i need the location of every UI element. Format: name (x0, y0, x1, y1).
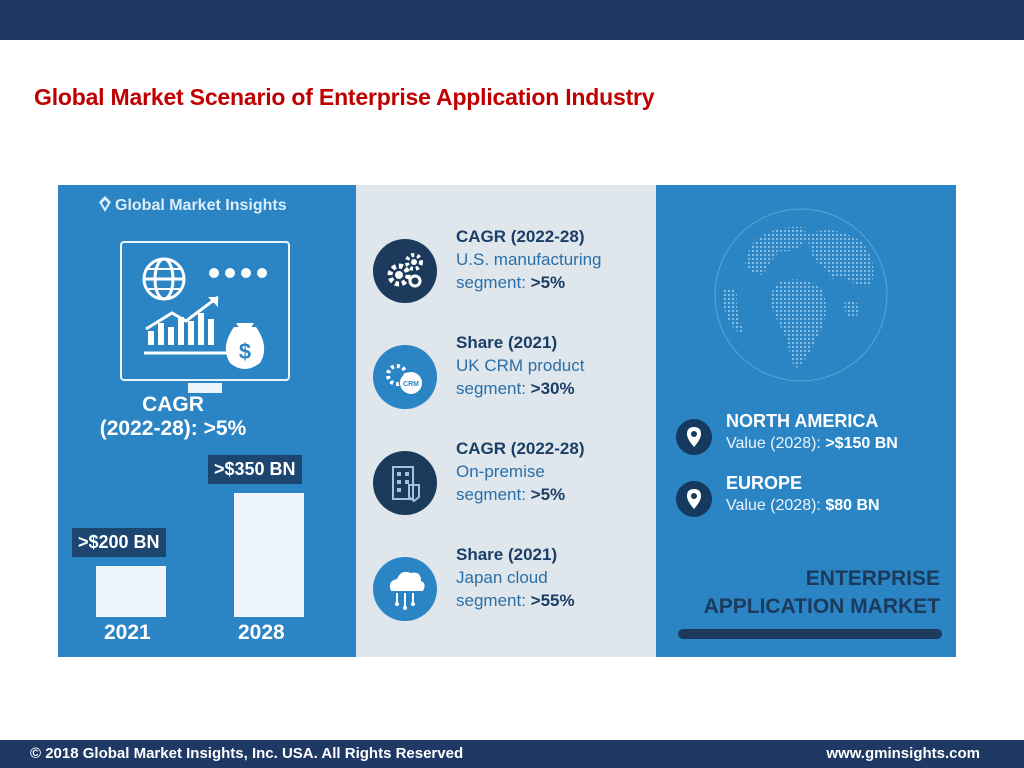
stat-text: Share (2021) UK CRM product segment: >30… (456, 331, 584, 400)
stat-segment: Japan cloud (456, 568, 548, 587)
stat-value: >5% (530, 273, 566, 292)
bar-label-2021: >$200 BN (72, 528, 166, 557)
footer-bar: © 2018 Global Market Insights, Inc. USA.… (0, 740, 1024, 768)
stat-value: >30% (530, 379, 575, 398)
stat-item: Share (2021) Japan cloud segment: >55% (356, 545, 656, 631)
stat-value-line: segment: >5% (456, 485, 566, 504)
stat-text: CAGR (2022-28) U.S. manufacturing segmen… (456, 225, 602, 294)
year-label-2028: 2028 (238, 621, 285, 644)
slide-title: Global Market Scenario of Enterprise App… (34, 84, 655, 110)
stat-segment: On-premise (456, 462, 545, 481)
monitor-stand (188, 383, 222, 393)
stat-heading: CAGR (2022-28) (456, 439, 585, 458)
regions-panel: NORTH AMERICA Value (2028): >$150 BN EUR… (656, 185, 956, 657)
company-logo: Global Market Insights (98, 195, 287, 215)
svg-text:CRM: CRM (403, 381, 419, 388)
region-value: Value (2028): $80 BN (726, 497, 880, 514)
stat-heading: Share (2021) (456, 333, 558, 352)
stat-item: CAGR (2022-28) U.S. manufacturing segmen… (356, 227, 656, 313)
stat-text: Share (2021) Japan cloud segment: >55% (456, 543, 575, 612)
stat-heading: CAGR (2022-28) (456, 227, 585, 246)
cagr-callout: CAGR (2022-28): >5% (58, 393, 288, 441)
region-name: NORTH AMERICA (726, 411, 879, 431)
stat-value-line: segment: >30% (456, 379, 575, 398)
market-underline (678, 629, 942, 639)
website-link[interactable]: www.gminsights.com (826, 745, 980, 762)
monitor-icon: $ (120, 241, 290, 381)
stat-item: CRM Share (2021) UK CRM product segment:… (356, 333, 656, 419)
bar-2028 (234, 493, 304, 617)
market-title-line1: ENTERPRISE (805, 567, 940, 590)
stat-heading: Share (2021) (456, 545, 558, 564)
cloud-icon (373, 557, 437, 621)
region-value: Value (2028): >$150 BN (726, 435, 898, 452)
stat-segment: U.S. manufacturing (456, 250, 602, 269)
location-pin-icon (676, 481, 712, 517)
stat-value: >55% (530, 591, 575, 610)
globe-icon (714, 208, 888, 382)
gears-icon (373, 239, 437, 303)
location-pin-icon (676, 419, 712, 455)
svg-text:$: $ (239, 339, 251, 364)
stat-value-line: segment: >55% (456, 591, 575, 610)
market-title-line2: APPLICATION MARKET (703, 595, 940, 618)
cagr-value: (2022-28): >5% (99, 417, 247, 440)
building-icon (373, 451, 437, 515)
stat-text: CAGR (2022-28) On-premise segment: >5% (456, 437, 585, 506)
stat-value-line: segment: >5% (456, 273, 566, 292)
crm-icon: CRM (373, 345, 437, 409)
bar-2021 (96, 566, 166, 617)
logo-mark-icon (99, 196, 111, 212)
region-name: EUROPE (726, 473, 803, 493)
year-label-2021: 2021 (104, 621, 151, 644)
header-bar (0, 0, 1024, 40)
infographic: Global Market Insights (58, 185, 956, 657)
cagr-label: CAGR (142, 393, 204, 416)
stat-item: CAGR (2022-28) On-premise segment: >5% (356, 439, 656, 525)
left-panel: Global Market Insights (58, 185, 356, 657)
market-title: ENTERPRISE APPLICATION MARKET (704, 565, 940, 621)
stats-panel: CAGR (2022-28) U.S. manufacturing segmen… (356, 185, 656, 657)
logo-text: Global Market Insights (115, 197, 287, 214)
copyright-text: © 2018 Global Market Insights, Inc. USA.… (30, 745, 464, 762)
stat-segment: UK CRM product (456, 356, 585, 375)
bar-label-2028: >$350 BN (208, 455, 302, 484)
stat-value: >5% (530, 485, 566, 504)
